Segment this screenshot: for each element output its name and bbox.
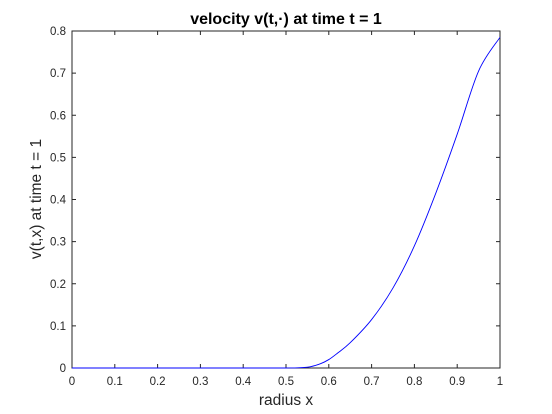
x-tick-label: 0.2 [150, 376, 166, 388]
y-tick-label: 0 [60, 363, 66, 375]
x-axis: 0 0.1 0.2 0.3 0.4 0.5 0.6 0.7 0.8 0.9 1 [69, 31, 503, 388]
y-tick-label: 0.6 [50, 110, 66, 122]
x-axis-label: radius x [259, 392, 314, 409]
y-tick-label: 0.3 [50, 237, 66, 249]
x-tick-label: 0.4 [235, 376, 252, 388]
chart-title: velocity v(t,·) at time t = 1 [190, 11, 382, 28]
x-tick-label: 0.1 [107, 376, 123, 388]
x-tick-label: 0.3 [192, 376, 208, 388]
y-axis-label: v(t,x) at time t = 1 [28, 139, 45, 259]
x-tick-label: 0 [69, 376, 75, 388]
x-tick-label: 1 [497, 376, 503, 388]
y-tick-label: 0.5 [50, 152, 66, 164]
plot-area [71, 30, 501, 369]
x-tick-label: 0.5 [278, 376, 294, 388]
x-tick-label: 0.9 [449, 376, 465, 388]
series-line-0 [72, 37, 501, 369]
y-axis: 0 0.1 0.2 0.3 0.4 0.5 0.6 0.7 0.8 [50, 26, 500, 375]
y-tick-label: 0.7 [50, 68, 66, 80]
x-tick-label: 0.7 [364, 376, 380, 388]
axes-box [71, 30, 501, 369]
y-tick-label: 0.4 [50, 195, 67, 207]
y-tick-label: 0.2 [50, 279, 66, 291]
y-tick-label: 0.8 [50, 26, 66, 38]
y-tick-label: 0.1 [50, 321, 66, 333]
x-tick-label: 0.8 [406, 376, 422, 388]
x-tick-label: 0.6 [321, 376, 337, 388]
series-layer [72, 37, 501, 369]
